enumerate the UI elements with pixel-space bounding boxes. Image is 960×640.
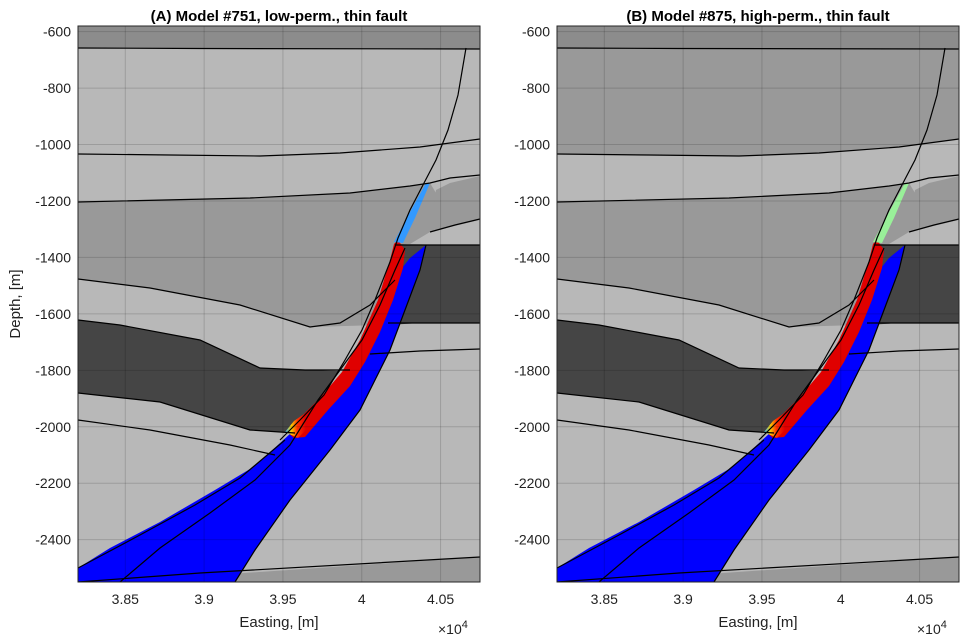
y-tick-label: -600 xyxy=(522,24,550,40)
panel-b-xlabel: Easting, [m] xyxy=(718,614,797,631)
horizon-11 xyxy=(557,419,755,456)
y-tick-label: -600 xyxy=(43,24,71,40)
horizon-9 xyxy=(369,348,480,355)
layer-mid-left xyxy=(78,183,436,270)
panel-b-frame xyxy=(556,25,960,583)
horizon-12 xyxy=(557,439,765,569)
horizon-4 xyxy=(429,218,480,233)
horizon-3 xyxy=(557,174,959,203)
y-tick-label: -2200 xyxy=(35,475,71,491)
panel-a-ylabel: Depth, [m] xyxy=(7,269,24,338)
y-tick-label: -1000 xyxy=(514,137,550,153)
y-tick-label: -2000 xyxy=(35,419,71,435)
horizon-7 xyxy=(78,319,350,371)
layer-dark-left xyxy=(78,320,340,433)
horizon-9 xyxy=(848,348,959,355)
y-tick-label: -1400 xyxy=(35,249,71,265)
fault-plume-hot xyxy=(766,240,884,438)
fault-plume-hot xyxy=(287,240,405,438)
y-tick-label: -800 xyxy=(43,80,71,96)
x-tick-label: 3.95 xyxy=(269,591,296,607)
panel-a: 3.85 3.9 3.95 4 4.05 -600 -800 -1000 -1200 -1400 -… xyxy=(7,8,481,637)
layer-mid-left-lower xyxy=(78,270,436,327)
layer-dark-left xyxy=(557,320,819,433)
x-tick-label: 4 xyxy=(358,591,366,607)
x-tick-label: 3.85 xyxy=(112,591,139,607)
layer-top-cap xyxy=(78,26,480,49)
horizon-10 xyxy=(78,392,296,434)
panel-b-grid xyxy=(557,26,959,582)
horizon-5 xyxy=(78,278,396,328)
panel-a-plot-area xyxy=(78,26,480,582)
x-tick-label: 3.95 xyxy=(748,591,775,607)
y-tick-label: -1800 xyxy=(514,362,550,378)
horizon-3 xyxy=(78,174,480,203)
x-tick-label: 3.85 xyxy=(591,591,618,607)
panel-b-title: (B) Model #875, high-perm., thin fault xyxy=(626,8,889,25)
horizon-15 xyxy=(78,556,480,582)
horizon-15 xyxy=(557,556,959,582)
x-tick-label: 3.9 xyxy=(194,591,214,607)
layer-light-right xyxy=(889,220,959,246)
layer-light-right xyxy=(410,220,480,246)
layer-mid-left xyxy=(557,183,915,270)
x-tick-label: 3.9 xyxy=(673,591,693,607)
horizon-14 xyxy=(234,244,427,582)
horizon-2 xyxy=(557,138,959,157)
fault-trace xyxy=(758,47,946,441)
horizon-13 xyxy=(119,247,406,582)
layer-mid-left-lower xyxy=(557,270,915,327)
layer-mid-right xyxy=(909,176,959,232)
horizon-13 xyxy=(598,247,885,582)
layer-mid-right xyxy=(430,176,480,232)
panel-a-frame xyxy=(77,25,481,583)
y-tick-label: -2400 xyxy=(514,532,550,548)
y-tick-label: -2400 xyxy=(35,532,71,548)
horizon-4 xyxy=(908,218,959,233)
layer-top-cap xyxy=(557,26,959,49)
layer-top-band xyxy=(557,48,959,156)
horizon-2 xyxy=(78,138,480,157)
x-tick-label: 4 xyxy=(837,591,845,607)
panel-b: 3.85 3.9 3.95 4 4.05 -600 -800 -1000 -1200 -1400 -… xyxy=(514,8,960,637)
layer-bottom xyxy=(78,557,480,582)
fault-upper-segment xyxy=(394,183,430,243)
x-tick-label: 4.05 xyxy=(427,591,454,607)
horizon-11 xyxy=(78,419,276,456)
panel-b-x-multiplier: ×104 xyxy=(917,619,947,637)
panel-b-plot-area xyxy=(557,26,959,582)
fault-upper-segment xyxy=(873,183,909,243)
horizon-1 xyxy=(78,47,480,50)
reservoir-hanging xyxy=(557,430,777,582)
y-tick-label: -1000 xyxy=(35,137,71,153)
y-tick-label: -1600 xyxy=(514,306,550,322)
y-tick-label: -1800 xyxy=(35,362,71,378)
y-tick-label: -2200 xyxy=(514,475,550,491)
horizon-10 xyxy=(557,392,775,434)
y-tick-label: -800 xyxy=(522,80,550,96)
horizon-14 xyxy=(713,244,906,582)
panel-a-xlabel: Easting, [m] xyxy=(239,614,318,631)
horizon-5 xyxy=(557,278,875,328)
fault-trace xyxy=(279,47,467,441)
reservoir-footwall xyxy=(557,245,905,582)
panel-a-title: (A) Model #751, low-perm., thin fault xyxy=(151,8,408,25)
panel-a-ticks: 3.85 3.9 3.95 4 4.05 -600 -800 -1000 -1200 -1400 -… xyxy=(35,24,454,607)
horizon-12 xyxy=(78,439,286,569)
y-tick-label: -1200 xyxy=(514,193,550,209)
y-tick-label: -1600 xyxy=(35,306,71,322)
y-tick-label: -1400 xyxy=(514,249,550,265)
layer-bottom xyxy=(557,557,959,582)
horizon-7 xyxy=(557,319,829,371)
reservoir-footwall xyxy=(78,245,426,582)
x-tick-label: 4.05 xyxy=(906,591,933,607)
horizon-1 xyxy=(557,47,959,50)
panel-a-grid xyxy=(78,26,480,582)
panel-b-ticks: 3.85 3.9 3.95 4 4.05 -600 -800 -1000 -1200 -1400 -… xyxy=(514,24,933,607)
panel-a-x-multiplier: ×104 xyxy=(438,619,468,637)
reservoir-hanging xyxy=(78,430,298,582)
y-tick-label: -1200 xyxy=(35,193,71,209)
y-tick-label: -2000 xyxy=(514,419,550,435)
